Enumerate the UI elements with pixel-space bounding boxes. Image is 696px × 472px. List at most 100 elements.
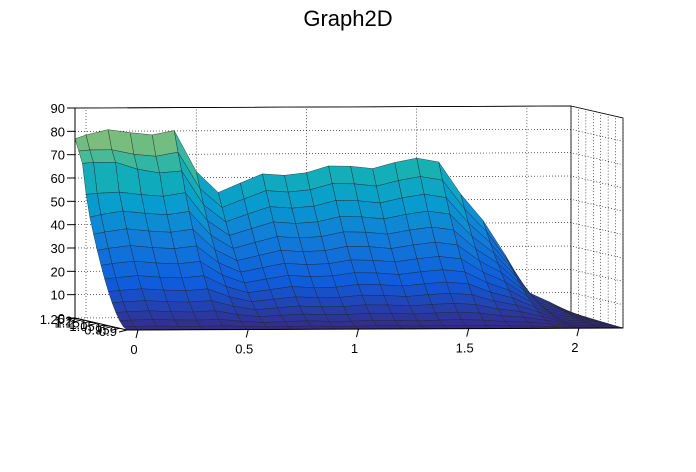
surface-cell <box>405 210 432 231</box>
surface-cell <box>288 275 315 288</box>
surface-cell <box>284 320 312 327</box>
y-tick-label: 0.95 <box>84 322 109 337</box>
chart-title: Graph2D <box>303 6 393 31</box>
surface-cell <box>100 210 127 233</box>
surface-cell <box>115 275 142 291</box>
surface-cell <box>328 320 356 327</box>
surface-cell <box>453 303 480 314</box>
surface-cell <box>460 319 488 326</box>
surface-cell <box>133 260 161 278</box>
x-tick-label: 0 <box>130 342 137 357</box>
surface-cell <box>159 170 186 197</box>
surface-cell <box>402 283 429 297</box>
surface-cell <box>137 168 164 197</box>
surface-cell <box>457 311 484 321</box>
surface-cell <box>405 294 433 307</box>
surface-cell <box>420 269 447 284</box>
y-tick <box>104 326 113 330</box>
surface-cell <box>376 272 403 287</box>
z-tick-label: 70 <box>51 148 65 163</box>
surface-cell <box>398 271 425 287</box>
surface-cell <box>442 269 469 285</box>
surface-cell <box>383 295 411 307</box>
surface-cell <box>401 193 429 215</box>
surface-cell <box>108 245 135 264</box>
surface-cell <box>372 260 399 275</box>
surface-cell <box>119 288 146 303</box>
surface-cell <box>354 272 381 285</box>
surface-cell <box>435 311 462 321</box>
surface-cell <box>199 325 227 330</box>
x-tick <box>135 329 139 339</box>
x-tick <box>245 329 249 338</box>
surface-cell <box>265 190 293 209</box>
surface-cell <box>416 256 443 273</box>
surface-cell <box>306 263 333 277</box>
x-tick-label: 1 <box>351 341 358 356</box>
surface-cell <box>321 306 348 315</box>
surface-cell <box>343 231 370 247</box>
surface-cell <box>192 310 220 321</box>
y-tick <box>118 329 128 333</box>
y-axis <box>74 317 128 331</box>
surface-cell <box>328 165 355 185</box>
surface-cell <box>93 162 120 194</box>
surface-cell <box>361 216 388 235</box>
surface-cell <box>357 200 385 220</box>
surface-cell <box>148 310 175 321</box>
y-tick <box>111 327 120 331</box>
surface-cell <box>365 304 392 314</box>
surface-cell <box>155 262 183 279</box>
surface-cell <box>284 172 311 193</box>
surface-cell <box>427 293 455 305</box>
surface-cell <box>324 314 352 322</box>
surface-cell <box>96 191 124 215</box>
surface-cell <box>357 284 385 296</box>
surface-cell <box>126 228 153 248</box>
surface-cell <box>335 200 362 218</box>
z-grid-line <box>74 175 624 189</box>
y-tick <box>81 320 90 324</box>
surface-cell <box>170 228 197 249</box>
y-tick-label: 1.25 <box>40 312 65 327</box>
surface-cell <box>181 275 208 291</box>
axis-layer: 0 0.5 1 1.5 20.90.9511.051.11.151.21.2501020… <box>40 101 624 357</box>
surface-cell <box>313 286 341 299</box>
z-tick-label: 80 <box>51 124 65 139</box>
surface-cell <box>144 213 171 233</box>
surface-cell <box>299 236 326 252</box>
surface-cell <box>177 261 205 279</box>
z-grid-line <box>74 152 624 165</box>
z-tick-label: 90 <box>51 101 65 116</box>
surface-cell <box>133 325 161 331</box>
z-tick-label: 40 <box>51 218 65 233</box>
z-grid-line <box>74 129 624 142</box>
surface-cell <box>409 304 436 315</box>
surface-cell <box>269 206 296 224</box>
surface-cell <box>130 319 157 327</box>
surface-cell <box>295 221 322 239</box>
surface-cell <box>280 313 308 322</box>
surface-cell <box>295 296 322 308</box>
surface-cell <box>449 293 477 305</box>
x-tick <box>466 328 470 337</box>
surface-cell <box>431 303 458 314</box>
surface-cell <box>438 319 466 326</box>
surface-cell <box>412 242 440 260</box>
z-grid-line <box>74 105 624 119</box>
surface-cell <box>141 194 168 215</box>
surface-cell <box>350 165 377 187</box>
x-tick-label: 2 <box>571 340 578 355</box>
surface-cell <box>299 305 326 315</box>
y-tick-label: 1 <box>95 321 102 336</box>
surface-cell <box>379 284 407 297</box>
surface-cell <box>276 236 304 252</box>
surface-cell <box>343 304 370 315</box>
surface-cell <box>567 323 594 326</box>
y-tick-label: 1.2 <box>54 314 72 329</box>
surface-cell <box>277 305 304 316</box>
z-tick-label: 10 <box>51 288 65 303</box>
surface-cell <box>189 300 216 313</box>
